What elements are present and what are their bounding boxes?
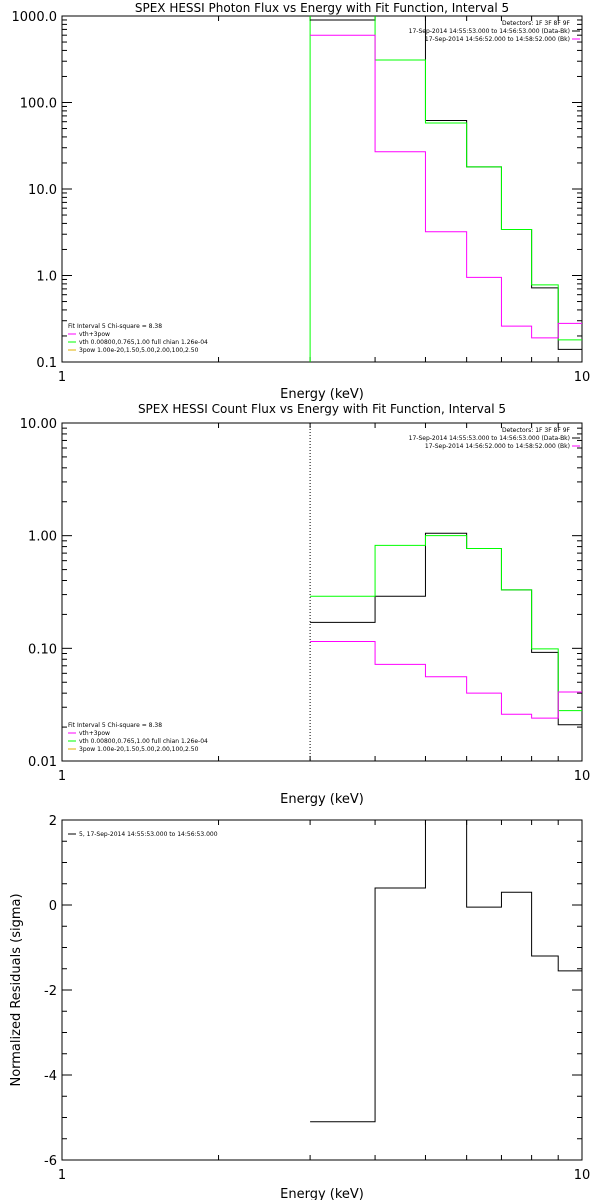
legend-entry: vth+3pow [79,730,110,737]
legend-entry: vth 0.00800,0.765,1.00 full chian 1.26e-… [79,738,208,745]
plot-frame [61,422,583,762]
plot-frame [61,819,583,1161]
legend-entry: Detectors: 1F 3F 8F 9F [502,427,571,434]
legend-entry: vth+3pow [79,331,110,338]
plot-area [310,820,582,1123]
plot-area [309,16,582,362]
legend-entry: 17-Sep-2014 14:56:52.000 to 14:58:52.000… [425,443,570,450]
x-tick-label: 1 [58,370,66,385]
series-line-2 [310,535,582,712]
x-axis-label: Energy (keV) [280,387,364,402]
chart-panel-2: SPEX HESSI Count Flux vs Energy with Fit… [20,402,590,807]
x-axis-label: Energy (keV) [280,792,364,807]
x-tick-label: 10 [574,769,591,784]
series-line-1 [310,16,582,350]
legend-entry: vth 0.00800,0.765,1.00 full chian 1.26e-… [79,339,208,346]
legend-entry: 17-Sep-2014 14:55:53.000 to 14:56:53.000… [409,28,570,35]
legend-entry: 3pow 1.00e-20,1.50,5.00,2.00,100,2.50 [79,746,199,753]
legend-entry: Fit Interval 5 Chi-square = 8.38 [68,722,162,729]
legend-entry: 17-Sep-2014 14:56:52.000 to 14:58:52.000… [425,36,570,43]
x-tick-label: 1 [58,769,66,784]
y-tick-label: 1.0 [36,270,57,285]
legend-entry: 3pow 1.00e-20,1.50,5.00,2.00,100,2.50 [79,347,199,354]
chart-panel-3: Energy (keV) Normalized Residuals (sigma)… [9,814,590,1200]
y-tick-label: -4 [44,1069,57,1084]
series-line-1 [310,532,582,726]
chart-panel-1: SPEX HESSI Photon Flux vs Energy with Fi… [12,1,591,402]
chart-title: SPEX HESSI Count Flux vs Energy with Fit… [138,402,506,416]
legend-entry: 17-Sep-2014 14:55:53.000 to 14:56:53.000… [409,435,570,442]
y-tick-label: 1000.0 [12,10,58,25]
y-tick-label: 0.01 [28,755,57,770]
series-line-1 [310,820,582,1123]
series-line-3 [310,640,582,719]
y-axis-label: Normalized Residuals (sigma) [9,893,24,1086]
y-tick-label: 0 [49,899,57,914]
legend-entry: 5, 17-Sep-2014 14:55:53.000 to 14:56:53.… [79,831,218,838]
y-tick-label: 10.0 [28,183,57,198]
y-tick-label: -2 [44,984,57,999]
y-tick-label: 100.0 [20,97,57,112]
plot-frame [61,15,583,363]
y-tick-label: 2 [49,814,57,829]
y-tick-label: 0.1 [36,356,57,371]
plot-area [309,423,582,761]
legend-entry: Fit Interval 5 Chi-square = 8.38 [68,323,162,330]
x-tick-label: 1 [58,1168,66,1183]
y-tick-label: 10.00 [20,417,57,432]
legend-entry: Detectors: 1F 3F 8F 9F [502,20,571,27]
y-tick-label: 1.00 [28,530,57,545]
x-tick-label: 10 [574,370,591,385]
y-tick-label: -6 [44,1154,57,1169]
chart-title: SPEX HESSI Photon Flux vs Energy with Fi… [135,1,509,15]
y-tick-label: 0.10 [28,642,57,657]
x-axis-label: Energy (keV) [280,1187,364,1200]
series-line-3 [310,34,582,339]
x-tick-label: 10 [574,1168,591,1183]
series-line-2 [374,16,582,341]
